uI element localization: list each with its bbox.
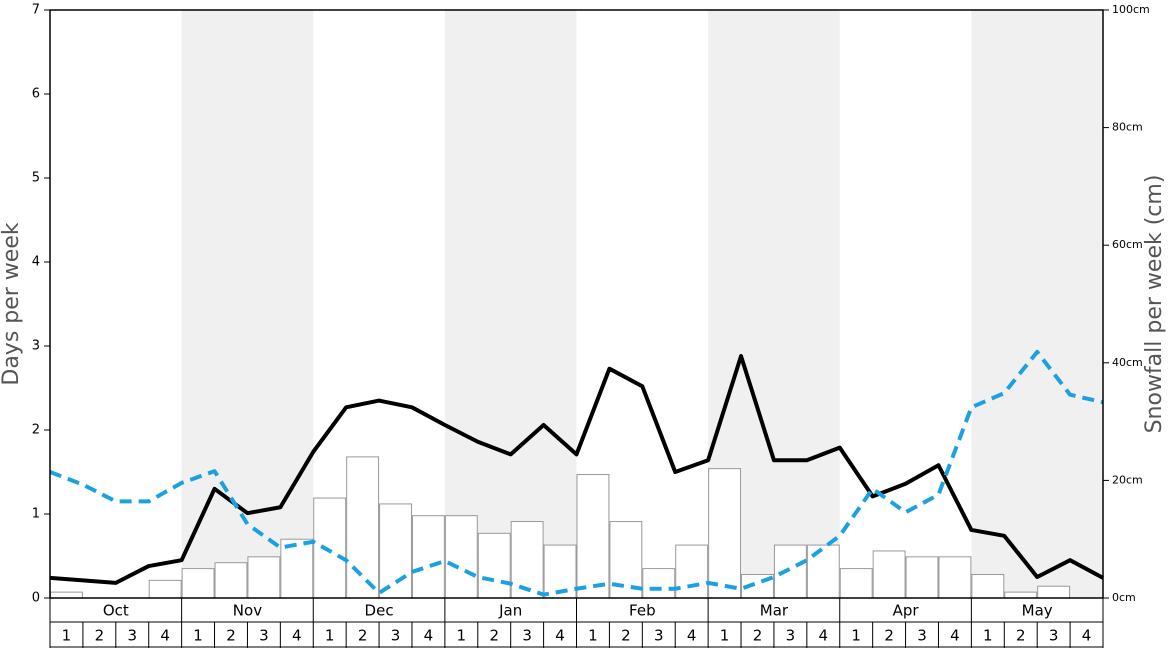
y-tick-label: 5 <box>32 171 40 186</box>
bar <box>675 544 709 599</box>
bar <box>1004 591 1038 599</box>
week-label: 3 <box>786 627 796 645</box>
month-label: Nov <box>233 602 262 620</box>
week-label: 4 <box>292 627 302 645</box>
week-label: 3 <box>917 627 927 645</box>
line <box>49 349 1104 597</box>
y-tick-label: 6 <box>32 87 40 102</box>
week-label: 4 <box>424 627 434 645</box>
month-label: Mar <box>760 602 789 620</box>
y-tick-label: 0 <box>32 591 40 606</box>
week-label: 4 <box>555 627 565 645</box>
week-label: 2 <box>226 627 236 645</box>
background <box>181 10 1103 598</box>
bar <box>839 568 873 599</box>
y2-tick-label: 100cm <box>1112 3 1150 16</box>
week-label: 2 <box>95 627 105 645</box>
month-label: Oct <box>103 602 129 620</box>
y2-axis-label: Snowfall per week (cm) <box>1142 175 1167 434</box>
week-label: 4 <box>1082 627 1092 645</box>
week-label: 1 <box>325 627 335 645</box>
week-label: 1 <box>983 627 993 645</box>
week-label: 1 <box>720 627 730 645</box>
y2-tick-label: 20cm <box>1112 473 1143 486</box>
y-axis-label: Days per week <box>0 222 24 385</box>
bar <box>411 515 445 599</box>
bar <box>642 568 676 599</box>
month-label: Feb <box>629 602 656 620</box>
week-label: 3 <box>654 627 664 645</box>
bar <box>181 568 215 599</box>
bar <box>280 538 314 599</box>
bar <box>905 556 939 599</box>
week-label: 3 <box>259 627 269 645</box>
bar <box>444 515 478 599</box>
bar <box>379 503 412 599</box>
bar <box>50 591 83 599</box>
week-label: 2 <box>753 627 763 645</box>
week-label: 3 <box>391 627 401 645</box>
bar <box>576 474 610 599</box>
week-label: 3 <box>522 627 532 645</box>
bar <box>247 556 281 599</box>
week-label: 4 <box>687 627 697 645</box>
y2-tick-label: 60cm <box>1112 238 1143 251</box>
week-label: 4 <box>950 627 960 645</box>
y-tick-label: 4 <box>32 255 40 270</box>
y-tick-label: 1 <box>32 507 40 522</box>
bar <box>543 544 577 599</box>
week-label: 2 <box>884 627 894 645</box>
line <box>49 354 1104 585</box>
bar <box>708 468 742 599</box>
month-label: Apr <box>893 602 920 620</box>
month-label: Jan <box>498 602 522 620</box>
bar <box>773 544 807 599</box>
month-band <box>971 10 1103 598</box>
week-label: 3 <box>127 627 137 645</box>
y2-tick-label: 40cm <box>1112 356 1143 369</box>
week-label: 2 <box>621 627 631 645</box>
week-label: 2 <box>489 627 499 645</box>
y2-tick-label: 0cm <box>1112 591 1136 604</box>
bar <box>477 532 511 599</box>
week-label: 2 <box>1016 627 1026 645</box>
week-label: 1 <box>457 627 467 645</box>
week-label: 1 <box>588 627 598 645</box>
y-tick-label: 2 <box>32 423 40 438</box>
week-label: 2 <box>358 627 368 645</box>
y-tick-label: 3 <box>32 339 40 354</box>
bar <box>214 562 248 599</box>
bar <box>313 497 347 599</box>
month-band <box>444 10 577 598</box>
week-label: 3 <box>1049 627 1059 645</box>
bar <box>148 579 182 599</box>
bar <box>872 550 906 599</box>
bar <box>938 556 972 599</box>
month-label: Dec <box>365 602 394 620</box>
bar <box>806 544 840 599</box>
month-band <box>181 10 314 598</box>
month-label: May <box>1022 602 1053 620</box>
week-label: 4 <box>819 627 829 645</box>
week-label: 1 <box>193 627 203 645</box>
y-tick-label: 7 <box>32 3 40 18</box>
bar <box>510 521 544 599</box>
bar <box>1037 585 1071 599</box>
bar <box>346 456 380 599</box>
week-label: 1 <box>851 627 861 645</box>
y2-tick-label: 80cm <box>1112 121 1143 134</box>
week-label: 4 <box>160 627 170 645</box>
bar <box>971 573 1005 599</box>
week-label: 1 <box>62 627 72 645</box>
